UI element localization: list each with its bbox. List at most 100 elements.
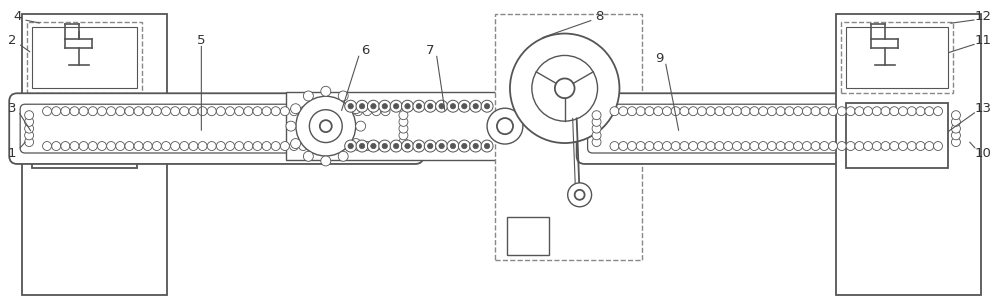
Circle shape <box>462 103 467 109</box>
Circle shape <box>405 103 410 109</box>
Circle shape <box>317 107 326 116</box>
Circle shape <box>654 107 663 116</box>
Circle shape <box>820 142 829 151</box>
Circle shape <box>610 142 619 151</box>
Circle shape <box>207 142 216 151</box>
Circle shape <box>97 142 106 151</box>
Circle shape <box>171 107 180 116</box>
Circle shape <box>785 107 794 116</box>
Bar <box>32 103 137 168</box>
Circle shape <box>143 142 152 151</box>
Circle shape <box>689 107 698 116</box>
Circle shape <box>899 142 908 151</box>
Circle shape <box>794 107 803 116</box>
Circle shape <box>846 107 855 116</box>
Circle shape <box>25 131 34 140</box>
Bar <box>27 22 142 93</box>
Circle shape <box>70 107 79 116</box>
Circle shape <box>405 143 410 149</box>
Circle shape <box>235 107 244 116</box>
Circle shape <box>925 142 934 151</box>
Circle shape <box>52 107 61 116</box>
Circle shape <box>776 142 785 151</box>
Circle shape <box>280 142 289 151</box>
Circle shape <box>934 142 942 151</box>
Circle shape <box>555 79 575 98</box>
Circle shape <box>299 107 308 116</box>
Circle shape <box>450 143 456 149</box>
Circle shape <box>619 142 628 151</box>
Circle shape <box>872 142 881 151</box>
Circle shape <box>484 143 490 149</box>
Text: 1: 1 <box>8 147 16 160</box>
Circle shape <box>61 142 70 151</box>
Bar <box>286 92 530 160</box>
Circle shape <box>382 103 387 109</box>
Circle shape <box>52 142 61 151</box>
Circle shape <box>335 107 344 116</box>
Circle shape <box>180 142 189 151</box>
Circle shape <box>951 124 960 133</box>
Text: 8: 8 <box>595 10 604 23</box>
Circle shape <box>890 107 899 116</box>
Circle shape <box>951 111 960 120</box>
Circle shape <box>654 142 663 151</box>
Circle shape <box>372 107 381 116</box>
Circle shape <box>198 142 207 151</box>
Circle shape <box>253 142 262 151</box>
Circle shape <box>627 142 636 151</box>
Circle shape <box>351 104 361 114</box>
Circle shape <box>345 100 357 112</box>
Circle shape <box>116 107 125 116</box>
Circle shape <box>348 143 353 149</box>
Circle shape <box>379 140 391 152</box>
Circle shape <box>402 140 413 152</box>
Circle shape <box>344 142 353 151</box>
Circle shape <box>280 107 289 116</box>
Circle shape <box>645 107 654 116</box>
Circle shape <box>413 100 425 112</box>
Circle shape <box>216 142 225 151</box>
Circle shape <box>299 142 308 151</box>
Circle shape <box>424 100 436 112</box>
Circle shape <box>309 110 342 143</box>
Circle shape <box>855 142 864 151</box>
Circle shape <box>732 142 741 151</box>
Circle shape <box>321 156 331 166</box>
Circle shape <box>359 143 365 149</box>
Circle shape <box>390 100 402 112</box>
Circle shape <box>79 142 88 151</box>
Circle shape <box>473 143 478 149</box>
Circle shape <box>724 142 733 151</box>
Bar <box>495 14 642 260</box>
Circle shape <box>25 111 34 120</box>
Circle shape <box>592 124 601 133</box>
Circle shape <box>61 107 70 116</box>
Circle shape <box>916 142 925 151</box>
Circle shape <box>226 107 234 116</box>
Circle shape <box>706 142 715 151</box>
Circle shape <box>484 103 490 109</box>
Circle shape <box>473 103 478 109</box>
Circle shape <box>715 142 724 151</box>
Circle shape <box>262 107 271 116</box>
Circle shape <box>372 142 381 151</box>
Circle shape <box>837 107 846 116</box>
Circle shape <box>134 107 143 116</box>
Circle shape <box>951 131 960 140</box>
Circle shape <box>308 107 317 116</box>
Circle shape <box>70 142 79 151</box>
Circle shape <box>125 107 134 116</box>
Circle shape <box>811 142 820 151</box>
Circle shape <box>321 86 331 96</box>
Circle shape <box>97 107 106 116</box>
Circle shape <box>706 107 715 116</box>
Circle shape <box>951 138 960 147</box>
Circle shape <box>326 107 335 116</box>
Circle shape <box>399 111 408 120</box>
Circle shape <box>359 103 365 109</box>
Circle shape <box>436 140 448 152</box>
Text: 3: 3 <box>8 102 16 115</box>
Circle shape <box>235 142 244 151</box>
Circle shape <box>497 118 513 134</box>
